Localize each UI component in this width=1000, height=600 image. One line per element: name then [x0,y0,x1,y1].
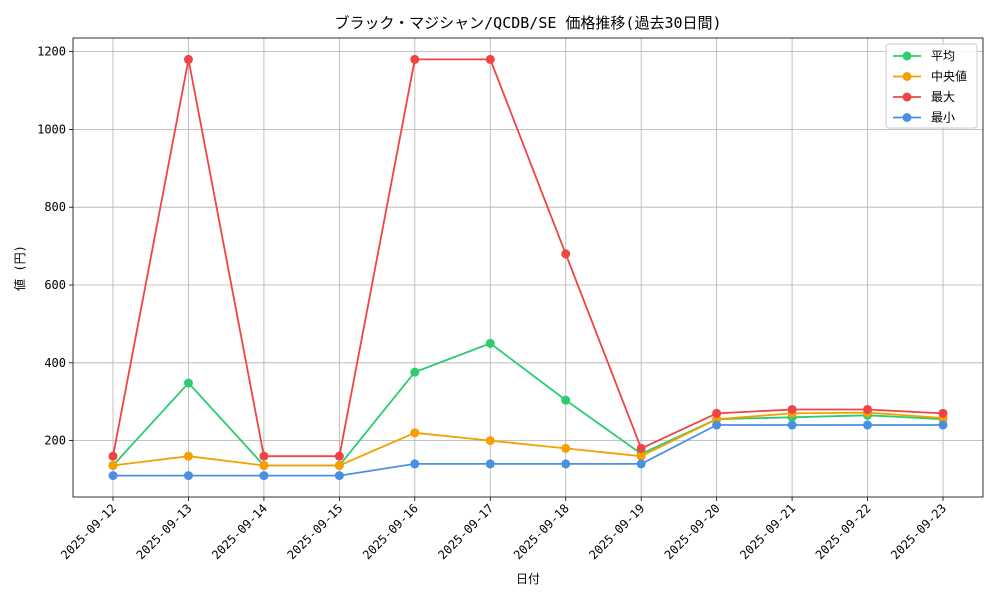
legend-swatch-marker [902,51,912,61]
y-tick-label: 800 [44,200,66,214]
series-line [112,58,944,458]
data-point [863,404,873,414]
data-point [259,471,269,481]
data-point [485,459,495,469]
y-tick-label: 400 [44,356,66,370]
series-line [112,342,944,467]
legend-label: 最大 [931,90,955,104]
legend-box [885,43,978,129]
data-point [636,451,646,461]
data-point [410,54,420,64]
data-point [183,471,193,481]
y-tick-label: 1200 [37,45,66,59]
y-tick-label: 200 [44,434,66,448]
data-point [259,460,269,470]
data-point [485,54,495,64]
data-point [938,420,948,430]
series-1 [108,408,948,470]
data-point [938,408,948,418]
legend-swatch-marker [902,72,912,81]
data-point [410,428,420,438]
data-point [561,459,571,469]
data-point [183,378,193,388]
data-point [863,420,873,430]
data-point [410,459,420,469]
series-line [113,424,943,477]
data-point [183,451,193,461]
data-point [787,404,797,414]
series-layer [108,54,948,481]
plot-frame [72,37,984,498]
y-axis-label: 値 (円) [12,245,27,291]
data-point [410,367,420,377]
data-point [108,460,118,470]
data-point [485,338,495,348]
data-point [108,451,118,461]
series-line [112,411,944,467]
legend-label: 中央値 [931,69,967,84]
data-point [561,249,571,259]
data-point [334,460,344,470]
data-point [259,451,269,461]
data-point [712,408,722,418]
legend-item: 最小 [893,111,955,125]
data-point [787,420,797,430]
data-point [108,471,118,481]
data-point [183,54,193,64]
series-2 [108,54,948,461]
data-point [636,459,646,469]
x-axis-label: 日付 [516,572,540,586]
legend-item: 平均 [893,49,955,63]
data-point [561,443,571,453]
data-point [334,471,344,481]
legend-swatch-marker [902,92,912,102]
y-tick-label: 1000 [37,122,66,136]
legend-item: 中央値 [893,69,967,84]
data-point [561,395,571,405]
legend-item: 最大 [893,90,955,104]
chart-title: ブラック・マジシャン/QCDB/SE 価格推移(過去30日間) [334,14,721,32]
data-point [334,451,344,461]
data-point [485,436,495,446]
y-tick-label: 600 [44,278,66,292]
series-3 [108,420,948,481]
legend-label: 最小 [931,111,955,125]
data-point [712,420,722,430]
data-point [636,443,646,453]
legend-swatch-marker [902,113,912,122]
legend-label: 平均 [931,49,955,63]
